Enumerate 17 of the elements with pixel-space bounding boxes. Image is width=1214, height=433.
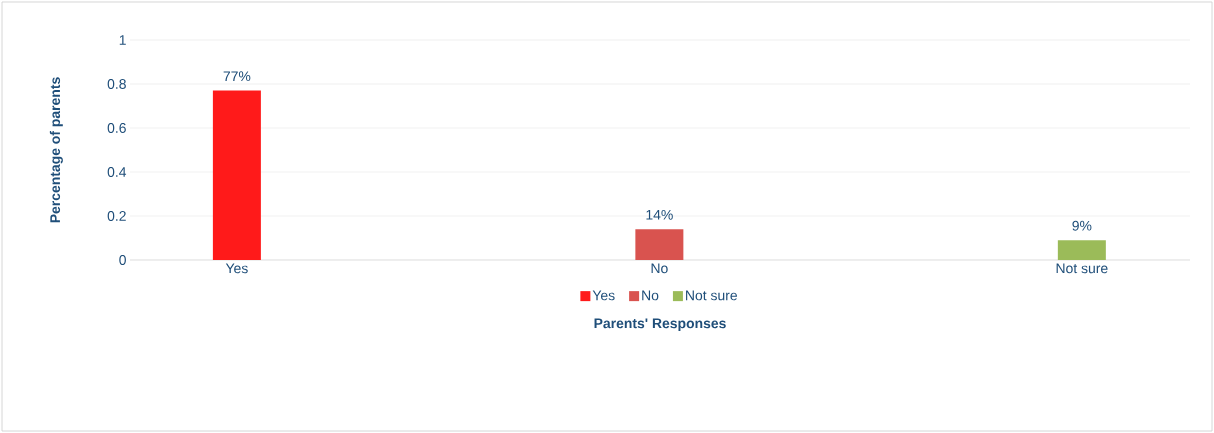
y-axis-title: Percentage of parents	[49, 77, 63, 223]
data-label: 77%	[223, 71, 251, 82]
x-tick-label: Not sure	[1056, 263, 1108, 274]
y-tick-label: 1	[119, 35, 126, 45]
x-tick-label: Yes	[225, 263, 248, 274]
legend-label: No	[642, 290, 659, 301]
data-label: 9%	[1072, 220, 1092, 231]
y-tick-label: 0.8	[107, 79, 126, 89]
x-tick-label: No	[651, 263, 668, 274]
y-tick-label: 0.6	[107, 123, 126, 133]
y-tick-label: 0.2	[107, 211, 126, 221]
y-tick-label: 0	[119, 255, 126, 265]
legend-label: Yes	[592, 290, 615, 301]
x-axis-title: Parents' Responses	[594, 318, 726, 332]
data-label: 14%	[646, 209, 673, 220]
legend-label: Not sure	[686, 290, 737, 301]
y-tick-label: 0.4	[107, 167, 127, 177]
